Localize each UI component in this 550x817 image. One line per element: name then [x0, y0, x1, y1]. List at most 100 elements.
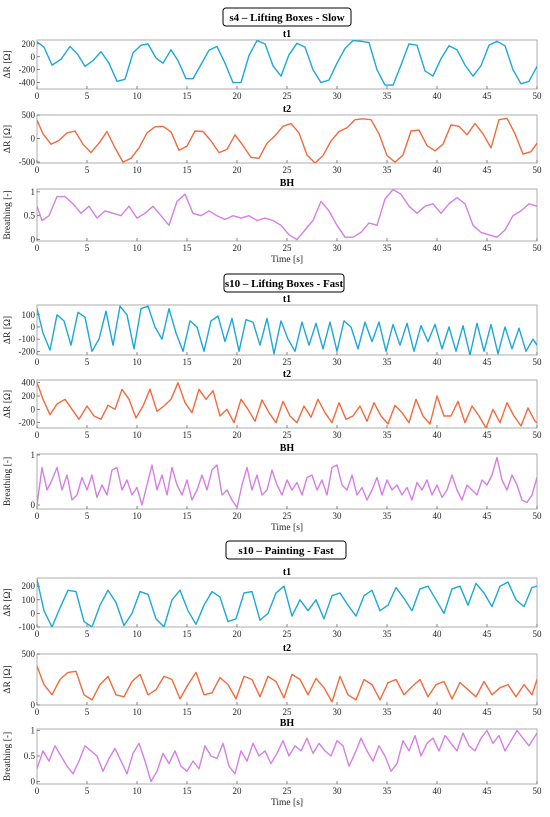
x-tick-label: 30 — [333, 511, 343, 521]
chart-panel-5: t2 0 5 10 15 20 25 30 35 40 45 50 400 200 0 -200 ΔR [Ω] — [3, 369, 542, 440]
x-tick-label: 50 — [533, 357, 543, 367]
x-tick-label: 40 — [433, 243, 443, 253]
x-tick-label: 50 — [533, 786, 543, 796]
x-tick-label: 30 — [333, 629, 343, 639]
x-tick-label: 50 — [533, 165, 543, 175]
x-tick-label: 20 — [233, 786, 243, 796]
x-tick-label: 5 — [85, 243, 90, 253]
x-tick-label: 10 — [133, 165, 143, 175]
y-tick-label: -200 — [19, 65, 36, 75]
y-tick-label: 1 — [31, 726, 36, 736]
y-tick-label: 0 — [31, 404, 36, 414]
y-tick-label: -200 — [19, 346, 36, 356]
x-tick-label: 0 — [35, 91, 40, 101]
x-tick-label: 30 — [333, 243, 343, 253]
y-tick-label: -100 — [19, 334, 36, 344]
x-tick-label: 40 — [433, 357, 443, 367]
y-axis-label: ΔR [Ω] — [3, 50, 13, 78]
y-tick-label: 200 — [22, 581, 36, 591]
y-axis-label: ΔR [Ω] — [3, 390, 13, 418]
x-tick-label: 30 — [333, 357, 343, 367]
x-axis-label: Time [s] — [271, 798, 303, 808]
x-tick-label: 10 — [133, 430, 143, 440]
y-tick-label: 0 — [31, 776, 36, 786]
x-tick-label: 45 — [483, 243, 493, 253]
x-tick-label: 35 — [383, 430, 393, 440]
x-tick-label: 45 — [483, 430, 493, 440]
y-tick-label: 200 — [22, 391, 36, 401]
x-tick-label: 0 — [35, 629, 40, 639]
x-tick-label: 35 — [383, 707, 393, 717]
series-line-t1 — [37, 578, 537, 627]
x-tick-label: 20 — [233, 511, 243, 521]
series-line-t2 — [37, 382, 537, 428]
y-tick-label: 0 — [31, 322, 36, 332]
x-tick-label: 30 — [333, 786, 343, 796]
x-tick-label: 25 — [283, 243, 293, 253]
x-tick-label: 25 — [283, 511, 293, 521]
panel-title: t2 — [283, 369, 291, 380]
x-tick-label: 15 — [183, 91, 193, 101]
y-tick-label: -500 — [19, 157, 36, 167]
x-tick-label: 45 — [483, 91, 493, 101]
x-tick-label: 25 — [283, 629, 293, 639]
section-title-box — [222, 7, 352, 27]
x-tick-label: 35 — [383, 786, 393, 796]
x-axis-label: Time [s] — [271, 255, 303, 265]
x-tick-label: 15 — [183, 357, 193, 367]
x-tick-label: 15 — [183, 707, 193, 717]
x-tick-label: 25 — [283, 165, 293, 175]
y-tick-label: 100 — [22, 310, 36, 320]
y-axis-label: Breathing [-] — [3, 457, 13, 506]
x-tick-label: 45 — [483, 357, 493, 367]
y-tick-label: -200 — [19, 418, 36, 428]
x-tick-label: 40 — [433, 91, 443, 101]
x-tick-label: 35 — [383, 243, 393, 253]
x-tick-label: 45 — [483, 707, 493, 717]
axes-frame — [36, 577, 538, 628]
x-tick-label: 25 — [283, 786, 293, 796]
axes-frame — [36, 379, 538, 429]
panel-title: BH — [280, 718, 295, 729]
x-tick-label: 15 — [183, 786, 193, 796]
x-tick-label: 30 — [333, 707, 343, 717]
x-tick-label: 25 — [283, 707, 293, 717]
x-tick-label: 20 — [233, 629, 243, 639]
chart-panel-8: t2 0 5 10 15 20 25 30 35 40 45 50 500 0 ΔR [Ω] — [3, 643, 542, 717]
y-tick-label: 0.5 — [24, 211, 36, 221]
x-tick-label: 50 — [533, 91, 543, 101]
x-tick-label: 30 — [333, 165, 343, 175]
y-tick-label: 0 — [31, 235, 36, 245]
y-tick-label: 100 — [22, 595, 36, 605]
panel-title: t2 — [283, 104, 291, 115]
x-tick-label: 20 — [233, 707, 243, 717]
x-tick-label: 40 — [433, 707, 443, 717]
y-tick-label: 500 — [22, 110, 36, 120]
y-axis-label: ΔR [Ω] — [3, 588, 13, 616]
x-tick-label: 30 — [333, 91, 343, 101]
x-tick-label: 10 — [133, 786, 143, 796]
section-title-text: s10 – Lifting Boxes - Fast — [225, 278, 344, 290]
x-tick-label: 40 — [433, 430, 443, 440]
chart-panel-3: BH 0 5 10 15 20 25 30 35 40 45 50 1 0.5 0 Breathing [-]… — [3, 178, 542, 265]
x-tick-label: 45 — [483, 165, 493, 175]
x-tick-label: 0 — [35, 357, 40, 367]
x-tick-label: 10 — [133, 511, 143, 521]
y-tick-label: 0 — [31, 500, 36, 510]
x-tick-label: 50 — [533, 629, 543, 639]
x-tick-label: 20 — [233, 91, 243, 101]
series-line-bh — [37, 189, 537, 241]
section-title-1: s4 – Lifting Boxes - Slow — [222, 7, 352, 27]
x-tick-label: 50 — [533, 243, 543, 253]
x-tick-label: 30 — [333, 430, 343, 440]
x-tick-label: 35 — [383, 511, 393, 521]
y-tick-label: 1 — [31, 450, 36, 460]
x-tick-label: 5 — [85, 786, 90, 796]
x-tick-label: 40 — [433, 629, 443, 639]
x-tick-label: 0 — [35, 430, 40, 440]
panel-title: t2 — [283, 643, 291, 654]
series-line-bh — [37, 729, 537, 783]
y-axis-label: Breathing [-] — [3, 190, 13, 239]
